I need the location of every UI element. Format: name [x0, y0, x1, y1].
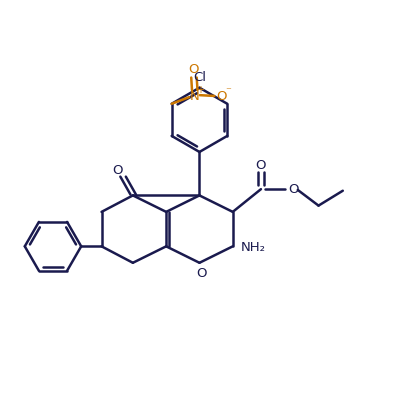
- Text: Cl: Cl: [193, 71, 206, 84]
- Text: ⁻: ⁻: [226, 86, 231, 96]
- Text: O: O: [113, 163, 123, 176]
- Text: +: +: [196, 85, 204, 95]
- Text: O: O: [188, 63, 199, 76]
- Text: O: O: [216, 90, 227, 103]
- Text: O: O: [256, 159, 266, 172]
- Text: N: N: [190, 90, 199, 102]
- Text: O: O: [196, 266, 207, 280]
- Text: NH₂: NH₂: [241, 240, 265, 253]
- Text: O: O: [289, 183, 299, 195]
